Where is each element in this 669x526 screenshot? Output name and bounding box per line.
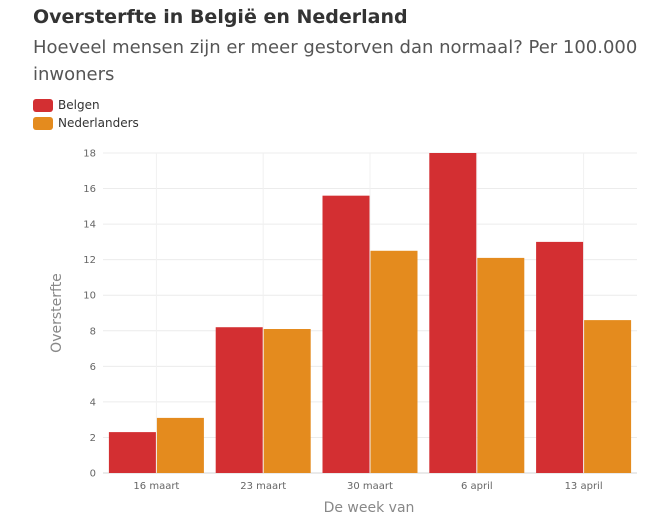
bar-nederlanders-13-april[interactable] bbox=[584, 320, 632, 473]
x-tick-label: 16 maart bbox=[133, 481, 179, 492]
bar-belgen-13-april[interactable] bbox=[536, 241, 584, 473]
bar-nederlanders-23-maart[interactable] bbox=[263, 329, 311, 473]
bar-nederlanders-6-april[interactable] bbox=[477, 257, 525, 473]
x-tick-label: 13 april bbox=[565, 481, 603, 492]
bar-belgen-23-maart[interactable] bbox=[215, 327, 263, 473]
bar-belgen-6-april[interactable] bbox=[429, 153, 477, 473]
y-tick-label: 0 bbox=[90, 469, 96, 480]
legend-swatch-belgen bbox=[33, 98, 53, 112]
y-tick-label: 12 bbox=[83, 255, 96, 266]
bar-nederlanders-16-maart[interactable] bbox=[156, 417, 204, 473]
y-tick-label: 2 bbox=[90, 433, 96, 444]
y-tick-label: 6 bbox=[90, 362, 96, 373]
y-tick-label: 16 bbox=[83, 184, 96, 195]
x-axis-title: De week van bbox=[324, 500, 415, 516]
y-axis-title: Oversterfte bbox=[49, 273, 65, 353]
x-tick-label: 6 april bbox=[461, 481, 493, 492]
legend-item-nederlanders[interactable]: Nederlanders bbox=[33, 114, 139, 132]
chart-title: Oversterfte in België en Nederland bbox=[33, 6, 408, 28]
bar-nederlanders-30-maart[interactable] bbox=[370, 250, 418, 473]
chart-subtitle: Hoeveel mensen zijn er meer gestorven da… bbox=[33, 37, 638, 85]
legend-label-nederlanders: Nederlanders bbox=[58, 116, 139, 130]
y-axis-ticks: 0 2 4 6 8 10 12 14 16 18 bbox=[83, 149, 96, 480]
y-tick-label: 8 bbox=[90, 326, 96, 337]
x-tick-label: 23 maart bbox=[240, 481, 286, 492]
legend-label-belgen: Belgen bbox=[58, 98, 100, 112]
bar-belgen-30-maart[interactable] bbox=[322, 195, 370, 473]
legend: Belgen Nederlanders bbox=[33, 96, 139, 132]
y-tick-label: 4 bbox=[90, 397, 96, 408]
legend-item-belgen[interactable]: Belgen bbox=[33, 96, 139, 114]
y-tick-label: 18 bbox=[83, 149, 96, 160]
bar-belgen-16-maart[interactable] bbox=[108, 432, 156, 473]
y-tick-label: 10 bbox=[83, 291, 96, 302]
bars bbox=[108, 153, 632, 473]
y-tick-label: 14 bbox=[83, 220, 96, 231]
x-tick-label: 30 maart bbox=[347, 481, 393, 492]
x-axis-ticks: 16 maart 23 maart 30 maart 6 april 13 april bbox=[133, 481, 602, 492]
legend-swatch-nederlanders bbox=[33, 116, 53, 130]
